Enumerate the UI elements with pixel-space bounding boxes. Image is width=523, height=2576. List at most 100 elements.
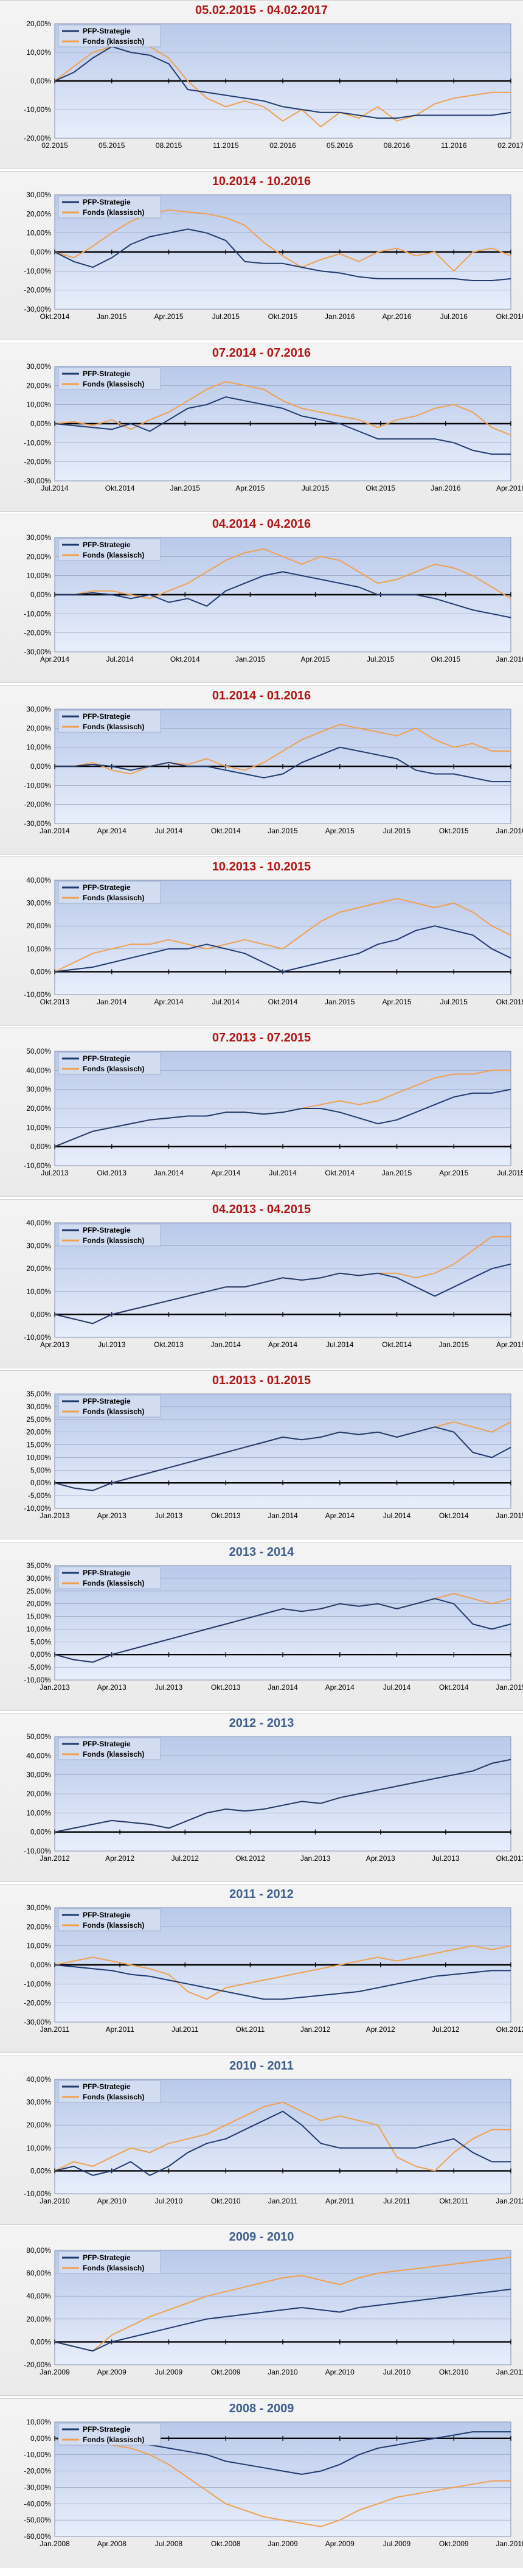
x-tick-label: Apr.2014 <box>325 1511 355 1520</box>
y-tick-label: 0,00% <box>30 762 51 771</box>
x-tick-label: Apr.2008 <box>97 2539 126 2548</box>
chart-panel: 2011 - 2012 30,00% 20,00% 10,00% 0,00% -10,00… <box>0 1884 523 2053</box>
legend <box>58 24 161 47</box>
y-tick-label: 20,00% <box>26 2315 51 2323</box>
y-tick-label: -10,00% <box>24 609 51 618</box>
x-tick-label: Jul.2008 <box>155 2539 183 2548</box>
y-tick-label: -20,00% <box>24 458 51 466</box>
x-tick-label: Jul.2014 <box>212 998 240 1006</box>
series-line-fonds <box>54 898 511 973</box>
y-tick-label: 0,00% <box>30 967 51 976</box>
series-line-fonds <box>55 724 511 775</box>
y-tick-label: 10,00% <box>26 743 51 752</box>
legend <box>58 367 161 390</box>
y-tick-label: 40,00% <box>26 1066 51 1074</box>
x-tick-label: Okt.2016 <box>496 312 523 321</box>
chart-panel: 2008 - 2009 10,00% 0,00% -10,00% -20,00% -30,… <box>0 2398 523 2567</box>
y-tick-label: 0,00% <box>30 77 51 85</box>
x-tick-label: Apr.2014 <box>325 1683 355 1692</box>
series-line-pfp <box>55 571 511 618</box>
y-tick-label: 10,00% <box>26 1942 51 1950</box>
x-tick-label: Apr.2009 <box>97 2368 126 2376</box>
series-line-fonds <box>54 381 511 436</box>
legend-label: Fonds (klassisch) <box>83 1921 144 1930</box>
x-tick-label: Apr.2015 <box>496 1340 523 1349</box>
x-tick-label: Jan.2011 <box>40 2025 70 2034</box>
x-tick-label: Jan.2015 <box>325 998 355 1006</box>
x-tick-label: Jul.2013 <box>155 1683 183 1692</box>
line-chart: 30,00% 20,00% 10,00% 0,00% -10,00% -20,00% -30… <box>24 533 523 663</box>
x-tick-label: 05.2016 <box>327 141 353 150</box>
x-tick-label: Okt.2010 <box>439 2368 469 2376</box>
series-line-pfp <box>54 1263 511 1325</box>
legend-label: PFP-Strategie <box>83 2082 131 2091</box>
x-tick-label: Jan.2015 <box>439 1340 469 1349</box>
y-tick-label: -20,00% <box>24 2361 51 2369</box>
x-tick-label: Jul.2013 <box>432 1854 460 1863</box>
y-tick-label: 20,00% <box>26 552 51 561</box>
series-line-fonds <box>54 1945 511 2000</box>
y-tick-label: -20,00% <box>24 2467 51 2476</box>
x-tick-label: Jan.2015 <box>496 1511 523 1520</box>
y-tick-label: 40,00% <box>26 876 51 884</box>
y-tick-label: 30,00% <box>26 1085 51 1094</box>
y-tick-label: -20,00% <box>24 134 51 142</box>
y-tick-label: 10,00% <box>26 2418 51 2426</box>
x-tick-label: Okt.2015 <box>431 655 461 663</box>
y-tick-label: 10,00% <box>26 572 51 580</box>
y-tick-label: -10,00% <box>24 267 51 275</box>
y-tick-label: 35,00% <box>26 1390 51 1398</box>
x-tick-label: Apr.2014 <box>268 1340 297 1349</box>
x-tick-label: Jan.2016 <box>496 827 523 835</box>
x-tick-label: Jul.2016 <box>440 312 468 321</box>
x-tick-label: Okt.2014 <box>105 484 135 492</box>
x-tick-label: Apr.2016 <box>382 312 411 321</box>
legend-label: Fonds (klassisch) <box>83 1236 144 1245</box>
chart-panel: 2013 - 2014 35,00% 30,00% 25,00% 20,00% 15,00… <box>0 1542 523 1711</box>
series-line-fonds <box>54 2101 511 2172</box>
y-tick-label: 0,00% <box>30 2434 51 2443</box>
chart-panel: 2009 - 2010 80,00% 60,00% 40,00% 20,00% 0,00%… <box>0 2227 523 2396</box>
x-tick-label: Okt.2014 <box>40 312 70 321</box>
x-tick-label: Jan.2014 <box>268 1511 298 1520</box>
legend-label: Fonds (klassisch) <box>83 1579 144 1587</box>
x-tick-label: Apr.2015 <box>235 484 265 492</box>
legend-label: Fonds (klassisch) <box>83 2435 144 2444</box>
x-tick-label: Jan.2016 <box>431 484 461 492</box>
x-tick-label: 02.2016 <box>269 141 296 150</box>
x-tick-label: 02.2017 <box>497 141 523 150</box>
series-line-pfp <box>54 2288 511 2352</box>
x-tick-label: Jul.2014 <box>155 827 183 835</box>
x-tick-label: Jan.2016 <box>496 655 523 663</box>
y-tick-label: 15,00% <box>26 1612 51 1621</box>
legend-label: Fonds (klassisch) <box>83 894 144 902</box>
x-tick-label: Jan.2015 <box>235 655 266 663</box>
line-chart: 30,00% 20,00% 10,00% 0,00% -10,00% -20,00% -30… <box>24 191 523 321</box>
y-tick-label: 10,00% <box>26 229 51 237</box>
y-tick-label: 10,00% <box>26 1453 51 1461</box>
y-tick-label: -30,00% <box>24 477 51 485</box>
line-chart: 30,00% 20,00% 10,00% 0,00% -10,00% -20,00% -30… <box>24 705 523 835</box>
chart-title: 2010 - 2011 <box>229 2059 294 2073</box>
legend-label: Fonds (klassisch) <box>83 380 144 388</box>
line-chart: 50,00% 40,00% 30,00% 20,00% 10,00% 0,00% -10,0… <box>24 1732 523 1863</box>
y-tick-label: -5,00% <box>28 1491 51 1500</box>
y-tick-label: -40,00% <box>24 2499 51 2508</box>
x-tick-label: Jul.2015 <box>302 484 330 492</box>
x-tick-label: Okt.2015 <box>365 484 395 492</box>
y-tick-label: 30,00% <box>26 1574 51 1583</box>
x-tick-label: Jul.2010 <box>155 2197 183 2205</box>
y-tick-label: 35,00% <box>26 1561 51 1570</box>
y-tick-label: -50,00% <box>24 2516 51 2524</box>
x-tick-label: Apr.2010 <box>97 2197 126 2205</box>
chart-title: 05.02.2015 - 04.02.2017 <box>195 4 328 17</box>
y-tick-label: -10,00% <box>24 990 51 999</box>
y-tick-label: 10,00% <box>26 945 51 953</box>
series-line-pfp <box>54 46 511 119</box>
y-tick-label: 5,00% <box>30 1466 51 1474</box>
y-tick-label: 50,00% <box>26 1732 51 1741</box>
legend-label: PFP-Strategie <box>83 369 131 378</box>
x-tick-label: Okt.2013 <box>154 1340 184 1349</box>
y-tick-label: -20,00% <box>24 800 51 809</box>
x-tick-label: Jul.2013 <box>98 1340 126 1349</box>
